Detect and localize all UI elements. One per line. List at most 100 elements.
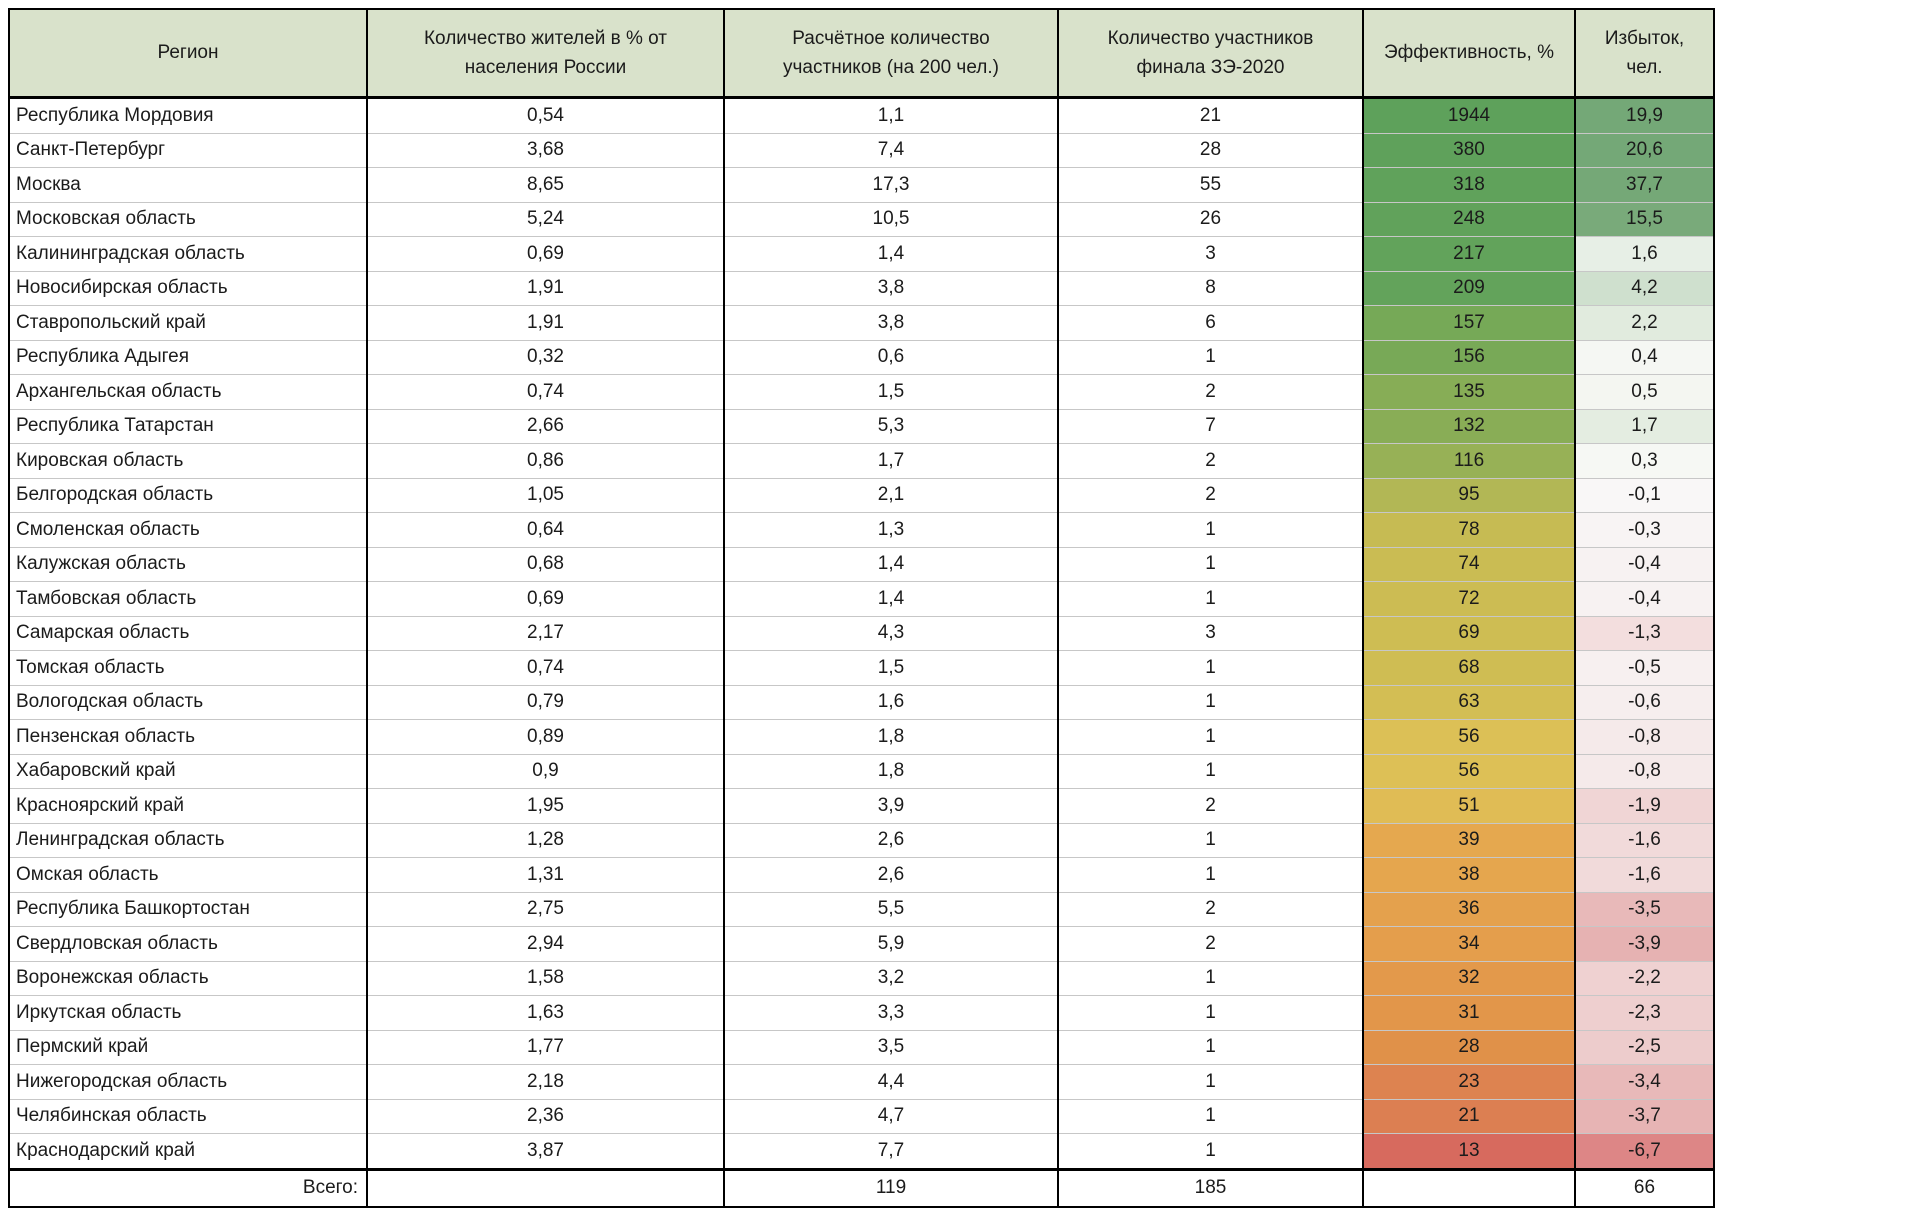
efficiency-cell: 116	[1362, 443, 1576, 478]
region-cell: Красноярский край	[8, 788, 368, 823]
table-row: Хабаровский край 0,9 1,8 1 56 -0,8	[8, 753, 1715, 789]
population-percent-cell: 2,75	[366, 891, 725, 927]
calculated-participants-cell: 1,4	[723, 546, 1059, 582]
calculated-participants-cell: 1,3	[723, 512, 1059, 547]
population-percent-cell: 0,64	[366, 512, 725, 547]
excess-cell: -3,4	[1574, 1064, 1715, 1099]
excess-cell: 1,7	[1574, 408, 1715, 444]
final-participants-cell: 2	[1057, 891, 1364, 927]
table-row: Краснодарский край 3,87 7,7 1 13 -6,7	[8, 1133, 1715, 1169]
table-row: Иркутская область 1,63 3,3 1 31 -2,3	[8, 995, 1715, 1030]
region-cell: Калининградская область	[8, 236, 368, 271]
efficiency-cell: 217	[1362, 236, 1576, 271]
final-participants-cell: 1	[1057, 684, 1364, 720]
region-cell: Ленинградская область	[8, 822, 368, 858]
final-participants-cell: 1	[1057, 1064, 1364, 1099]
table-row: Архангельская область 0,74 1,5 2 135 0,5	[8, 374, 1715, 409]
final-participants-cell: 2	[1057, 443, 1364, 478]
table-row: Калининградская область 0,69 1,4 3 217 1,6	[8, 236, 1715, 271]
excess-cell: 2,2	[1574, 305, 1715, 340]
final-participants-cell: 1	[1057, 512, 1364, 547]
efficiency-cell: 74	[1362, 546, 1576, 582]
calculated-participants-cell: 5,3	[723, 408, 1059, 444]
calculated-participants-cell: 1,6	[723, 684, 1059, 720]
regions-efficiency-table-container: Регион Количество жителей в % от населен…	[8, 8, 1715, 1208]
calculated-participants-cell: 3,5	[723, 1029, 1059, 1065]
table-row: Свердловская область 2,94 5,9 2 34 -3,9	[8, 926, 1715, 961]
calculated-participants-cell: 1,4	[723, 581, 1059, 616]
region-cell: Омская область	[8, 857, 368, 892]
population-percent-cell: 1,91	[366, 305, 725, 340]
final-participants-cell: 28	[1057, 132, 1364, 168]
excess-cell: -3,5	[1574, 891, 1715, 927]
population-percent-cell: 1,05	[366, 477, 725, 513]
calculated-participants-cell: 7,7	[723, 1133, 1059, 1169]
header-row: Регион Количество жителей в % от населен…	[8, 8, 1715, 99]
efficiency-cell: 56	[1362, 753, 1576, 789]
calculated-participants-cell: 3,8	[723, 270, 1059, 306]
efficiency-cell: 95	[1362, 477, 1576, 513]
efficiency-cell: 248	[1362, 201, 1576, 237]
calculated-participants-cell: 0,6	[723, 339, 1059, 375]
final-participants-cell: 1	[1057, 581, 1364, 616]
excess-cell: -1,6	[1574, 857, 1715, 892]
region-cell: Новосибирская область	[8, 270, 368, 306]
total-efficiency	[1362, 1167, 1576, 1208]
excess-cell: 4,2	[1574, 270, 1715, 306]
efficiency-cell: 135	[1362, 374, 1576, 409]
header-calculated-participants: Расчётное количество участников (на 200 …	[723, 8, 1059, 99]
calculated-participants-cell: 2,1	[723, 477, 1059, 513]
excess-cell: 0,3	[1574, 443, 1715, 478]
final-participants-cell: 1	[1057, 1098, 1364, 1134]
total-label: Всего:	[8, 1167, 368, 1208]
final-participants-cell: 1	[1057, 650, 1364, 685]
efficiency-cell: 39	[1362, 822, 1576, 858]
population-percent-cell: 2,36	[366, 1098, 725, 1134]
final-participants-cell: 26	[1057, 201, 1364, 237]
population-percent-cell: 2,94	[366, 926, 725, 961]
region-cell: Ставропольский край	[8, 305, 368, 340]
efficiency-cell: 21	[1362, 1098, 1576, 1134]
region-cell: Московская область	[8, 201, 368, 237]
efficiency-cell: 69	[1362, 615, 1576, 651]
excess-cell: 19,9	[1574, 97, 1715, 133]
table-row: Пермский край 1,77 3,5 1 28 -2,5	[8, 1029, 1715, 1065]
efficiency-cell: 31	[1362, 995, 1576, 1030]
header-region: Регион	[8, 8, 368, 99]
excess-cell: -3,9	[1574, 926, 1715, 961]
calculated-participants-cell: 1,8	[723, 753, 1059, 789]
table-row: Республика Башкортостан 2,75 5,5 2 36 -3,5	[8, 891, 1715, 927]
region-cell: Иркутская область	[8, 995, 368, 1030]
final-participants-cell: 2	[1057, 477, 1364, 513]
table-row: Пензенская область 0,89 1,8 1 56 -0,8	[8, 719, 1715, 754]
efficiency-cell: 63	[1362, 684, 1576, 720]
total-excess: 66	[1574, 1167, 1715, 1208]
excess-cell: -1,9	[1574, 788, 1715, 823]
region-cell: Архангельская область	[8, 374, 368, 409]
table-row: Республика Татарстан 2,66 5,3 7 132 1,7	[8, 408, 1715, 444]
excess-cell: -2,3	[1574, 995, 1715, 1030]
table-row: Калужская область 0,68 1,4 1 74 -0,4	[8, 546, 1715, 582]
header-efficiency: Эффективность, %	[1362, 8, 1576, 99]
efficiency-cell: 68	[1362, 650, 1576, 685]
calculated-participants-cell: 5,5	[723, 891, 1059, 927]
table-body: Республика Мордовия 0,54 1,1 21 1944 19,9 Санк…	[8, 97, 1715, 1169]
region-cell: Самарская область	[8, 615, 368, 651]
excess-cell: -0,4	[1574, 546, 1715, 582]
table-row: Томская область 0,74 1,5 1 68 -0,5	[8, 650, 1715, 685]
header-population-percent: Количество жителей в % от населения Росс…	[366, 8, 725, 99]
table-row: Челябинская область 2,36 4,7 1 21 -3,7	[8, 1098, 1715, 1134]
calculated-participants-cell: 7,4	[723, 132, 1059, 168]
region-cell: Воронежская область	[8, 960, 368, 996]
calculated-participants-cell: 5,9	[723, 926, 1059, 961]
final-participants-cell: 1	[1057, 822, 1364, 858]
excess-cell: 20,6	[1574, 132, 1715, 168]
excess-cell: -2,5	[1574, 1029, 1715, 1065]
region-cell: Томская область	[8, 650, 368, 685]
final-participants-cell: 1	[1057, 339, 1364, 375]
table-row: Республика Адыгея 0,32 0,6 1 156 0,4	[8, 339, 1715, 375]
population-percent-cell: 0,32	[366, 339, 725, 375]
population-percent-cell: 3,87	[366, 1133, 725, 1169]
final-participants-cell: 1	[1057, 546, 1364, 582]
table-row: Тамбовская область 0,69 1,4 1 72 -0,4	[8, 581, 1715, 616]
